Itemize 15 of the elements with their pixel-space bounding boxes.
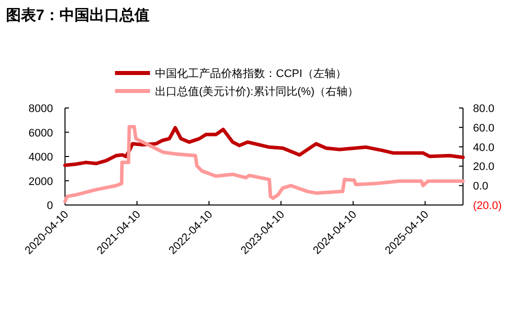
y-tick-label: 8000 — [28, 103, 53, 115]
y-tick-label: 0 — [46, 200, 53, 212]
legend-label: 中国化工产品价格指数：CCPI（左轴） — [155, 67, 346, 80]
y2-tick-label: 40.0 — [473, 142, 494, 154]
y2-tick-label: 0.0 — [473, 180, 488, 193]
line-series — [63, 126, 465, 167]
y2-tick-label: (20.0) — [473, 200, 502, 212]
legend-label: 出口总值(美元计价):累计同比(%)（右轴） — [155, 85, 358, 98]
y2-tick-label: 20.0 — [473, 161, 494, 174]
y-tick-label: 4000 — [28, 152, 53, 164]
chart-title: 图表7：中国出口总值 — [6, 7, 150, 24]
y2-tick-label: 80.0 — [473, 103, 494, 115]
y2-tick-label: 60.0 — [473, 122, 494, 134]
y-tick-label: 2000 — [28, 176, 53, 188]
y-tick-label: 6000 — [28, 127, 53, 140]
